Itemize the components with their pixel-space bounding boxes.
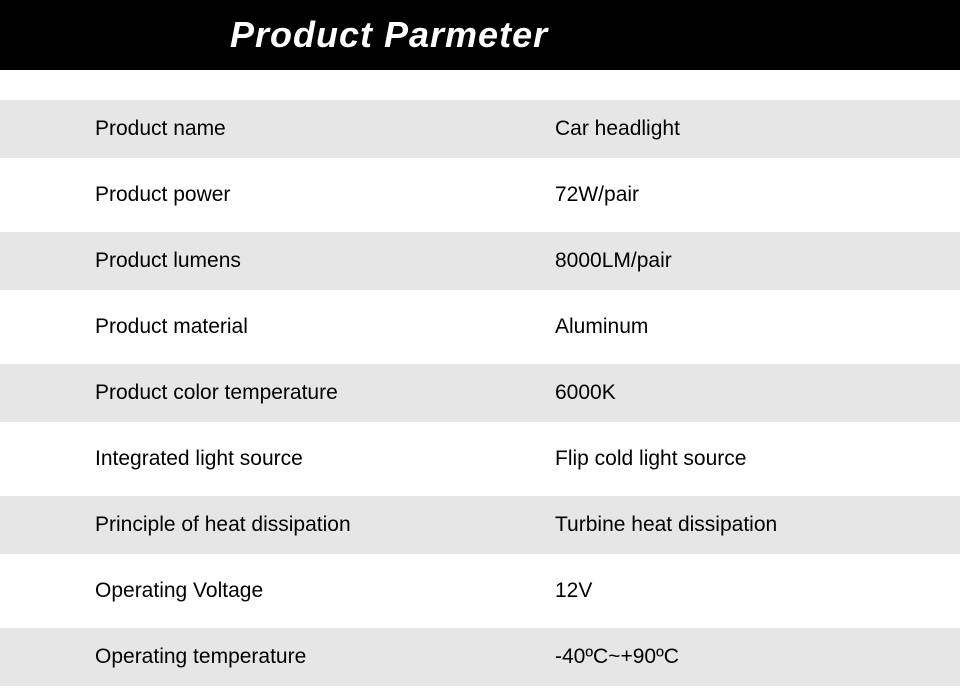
table-row: Product name Car headlight bbox=[0, 100, 960, 158]
row-value: 72W/pair bbox=[480, 183, 960, 207]
row-label: Principle of heat dissipation bbox=[0, 513, 480, 537]
row-gap bbox=[0, 620, 960, 628]
row-label: Integrated light source bbox=[0, 447, 480, 471]
page-title: Product Parmeter bbox=[230, 14, 548, 56]
table-row: Product lumens 8000LM/pair bbox=[0, 232, 960, 290]
row-gap bbox=[0, 356, 960, 364]
row-value: 6000K bbox=[480, 381, 960, 405]
table-row: Product color temperature 6000K bbox=[0, 364, 960, 422]
row-label: Operating Voltage bbox=[0, 579, 480, 603]
row-value: Car headlight bbox=[480, 117, 960, 141]
row-value: Turbine heat dissipation bbox=[480, 513, 960, 537]
header-bar: Product Parmeter bbox=[0, 0, 960, 70]
row-gap bbox=[0, 290, 960, 298]
row-label: Product name bbox=[0, 117, 480, 141]
row-gap bbox=[0, 422, 960, 430]
table-row: Product power 72W/pair bbox=[0, 166, 960, 224]
table-row: Product material Aluminum bbox=[0, 298, 960, 356]
row-gap bbox=[0, 158, 960, 166]
row-value: 8000LM/pair bbox=[480, 249, 960, 273]
row-label: Product lumens bbox=[0, 249, 480, 273]
row-label: Operating temperature bbox=[0, 645, 480, 669]
row-value: -40ºC~+90ºC bbox=[480, 645, 960, 669]
row-gap bbox=[0, 554, 960, 562]
row-label: Product material bbox=[0, 315, 480, 339]
table-row: Principle of heat dissipation Turbine he… bbox=[0, 496, 960, 554]
row-gap bbox=[0, 488, 960, 496]
row-gap bbox=[0, 224, 960, 232]
row-value: Flip cold light source bbox=[480, 447, 960, 471]
parameter-table: Product name Car headlight Product power… bbox=[0, 100, 960, 686]
row-label: Product power bbox=[0, 183, 480, 207]
table-row: Integrated light source Flip cold light … bbox=[0, 430, 960, 488]
row-value: Aluminum bbox=[480, 315, 960, 339]
row-label: Product color temperature bbox=[0, 381, 480, 405]
row-value: 12V bbox=[480, 579, 960, 603]
table-row: Operating temperature -40ºC~+90ºC bbox=[0, 628, 960, 686]
table-row: Operating Voltage 12V bbox=[0, 562, 960, 620]
